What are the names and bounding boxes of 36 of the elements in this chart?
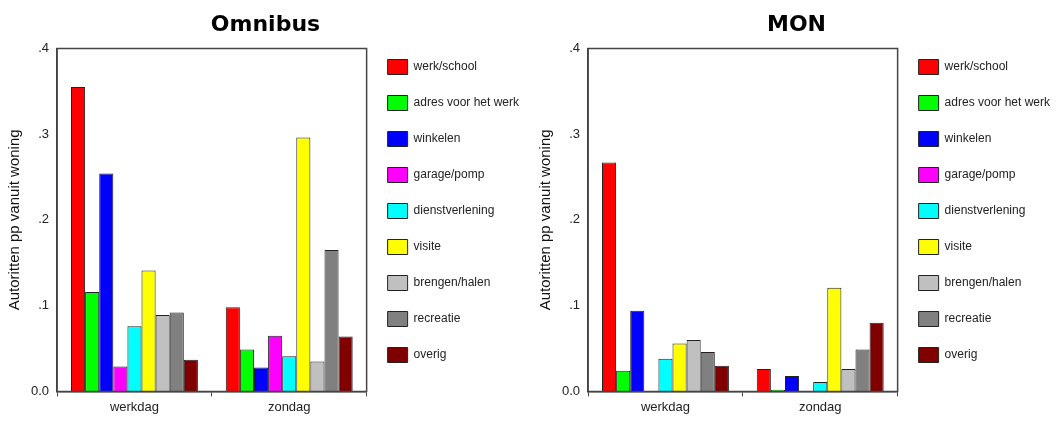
legend-label: werk/school	[943, 59, 1008, 74]
legend-label: overig	[413, 347, 447, 362]
chart-title: Omnibus	[210, 10, 321, 36]
y-tick-label: .2	[569, 211, 581, 227]
x-tick-label: zondag	[798, 398, 842, 414]
y-axis-title: Autoritten pp vanuit woning	[536, 129, 554, 311]
y-tick-label: 0.0	[30, 382, 50, 398]
legend-label: recreatie	[413, 311, 461, 326]
chart-title: MON	[766, 10, 827, 36]
y-tick-label: .3	[569, 125, 581, 141]
legend-label: brengen/halen	[413, 275, 491, 290]
legend-label: dienstverlening	[413, 203, 495, 218]
legend-label: werk/school	[412, 59, 477, 74]
y-tick-label: .1	[569, 297, 581, 313]
legend-label: dienstverlening	[944, 203, 1026, 218]
y-tick-label: .3	[38, 125, 50, 141]
legend-label: winkelen	[943, 131, 992, 146]
legend-label: overig	[944, 347, 978, 362]
legend-label: winkelen	[412, 131, 461, 146]
y-tick-label: 0.0	[561, 382, 581, 398]
legend-label: garage/pomp	[944, 167, 1016, 182]
x-tick-label: werkdag	[639, 398, 691, 414]
x-tick-label: werkdag	[108, 398, 160, 414]
y-tick-label: .4	[569, 39, 581, 55]
y-tick-label: .2	[38, 211, 50, 227]
legend-label: visite	[413, 239, 442, 254]
y-tick-label: .4	[38, 39, 50, 55]
y-tick-label: .1	[38, 297, 50, 313]
legend-label: visite	[944, 239, 973, 254]
legend-label: brengen/halen	[944, 275, 1022, 290]
legend-label: recreatie	[944, 311, 992, 326]
legend-label: adres voor het werk	[944, 95, 1051, 110]
legend-label: garage/pomp	[413, 167, 485, 182]
y-axis-title: Autoritten pp vanuit woning	[5, 129, 23, 311]
x-tick-label: zondag	[267, 398, 311, 414]
legend-label: adres voor het werk	[413, 95, 520, 110]
